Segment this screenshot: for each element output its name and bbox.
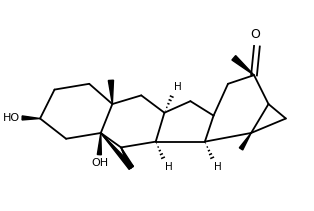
Polygon shape <box>101 133 133 169</box>
Text: O: O <box>251 28 260 41</box>
Polygon shape <box>97 133 101 155</box>
Text: HO: HO <box>3 113 20 123</box>
Polygon shape <box>232 55 254 75</box>
Polygon shape <box>108 80 113 104</box>
Polygon shape <box>22 116 40 120</box>
Polygon shape <box>121 147 133 169</box>
Text: H: H <box>165 162 173 172</box>
Text: OH: OH <box>91 158 108 168</box>
Text: H: H <box>174 83 182 92</box>
Polygon shape <box>239 133 251 150</box>
Text: H: H <box>214 162 222 172</box>
